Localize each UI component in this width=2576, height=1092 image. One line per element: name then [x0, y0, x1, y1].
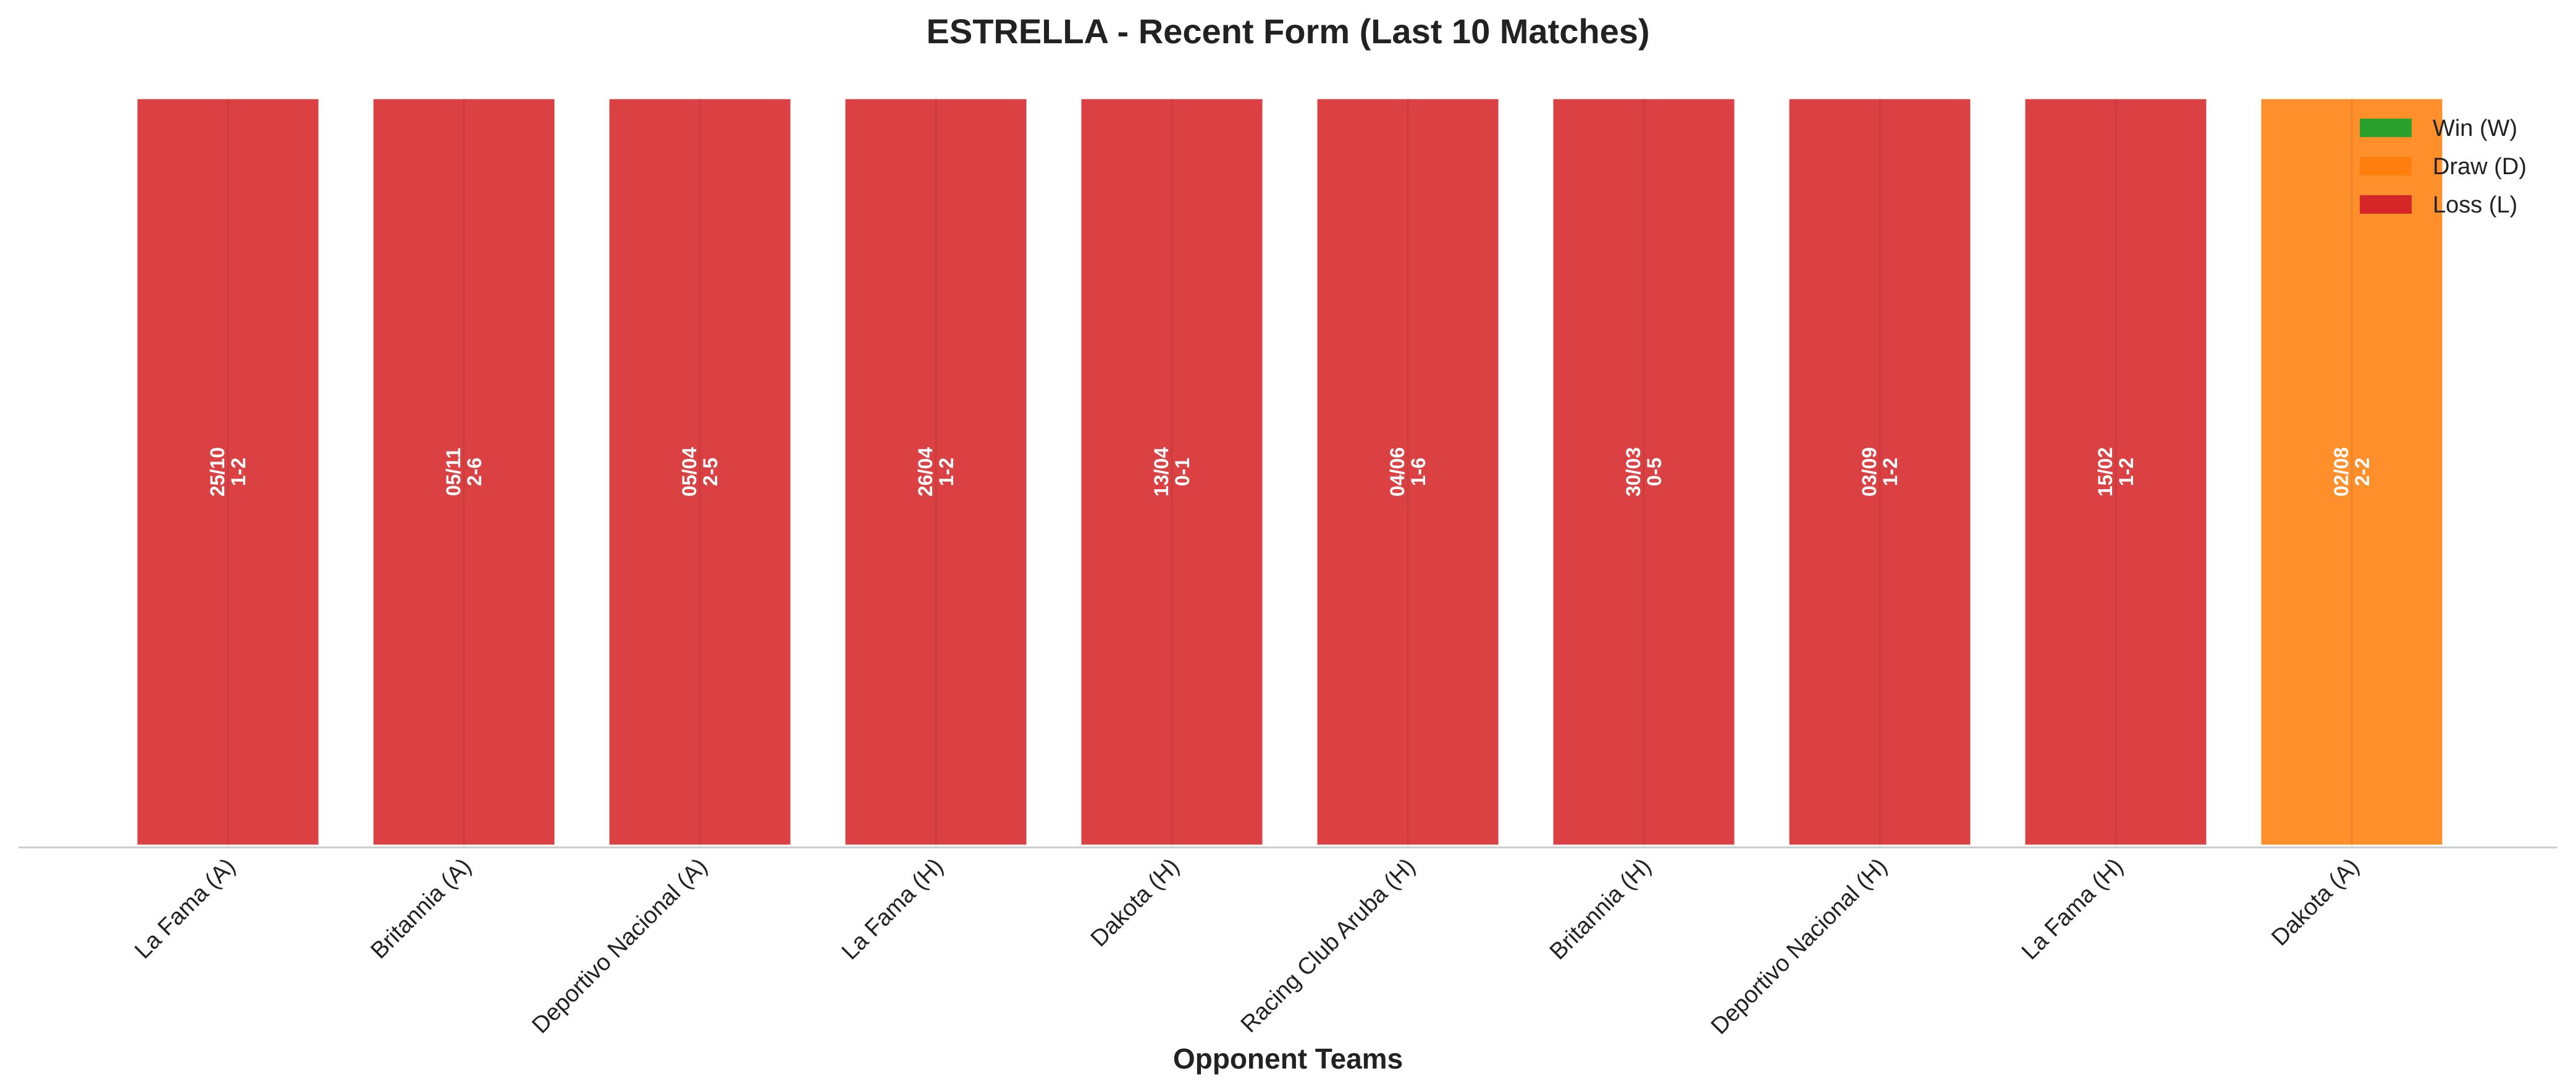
result-bar [134, 96, 322, 848]
result-bar [1078, 96, 1266, 848]
bar-data-label: 15/021-2 [2094, 447, 2137, 497]
match-score: 2-2 [2351, 458, 2373, 486]
match-score: 0-5 [1643, 458, 1665, 486]
x-tick-label: La Fama (H) [837, 854, 949, 965]
chart-title: ESTRELLA - Recent Form (Last 10 Matches) [926, 12, 1649, 51]
match-date: 04/06 [1386, 447, 1408, 497]
match-score: 1-6 [1407, 458, 1429, 486]
match-date: 02/08 [2330, 447, 2352, 497]
result-bar [1314, 96, 1502, 848]
legend-swatch [2360, 157, 2412, 175]
match-date: 25/10 [206, 447, 229, 497]
result-bar [1786, 96, 1974, 848]
match-score: 2-6 [463, 458, 486, 486]
bar-data-label: 03/091-2 [1858, 447, 1901, 497]
x-tick-label: Racing Club Aruba (H) [1236, 854, 1421, 1038]
bar-data-label: 05/042-5 [678, 447, 722, 497]
bar-data-label: 25/101-2 [206, 447, 250, 497]
match-date: 05/04 [678, 447, 701, 497]
x-tick-label: La Fama (H) [2017, 854, 2129, 965]
bars-layer: 25/101-2 05/112-6 05/042-5 26/041-2 13/040-1… [134, 96, 2446, 848]
match-score: 1-2 [2115, 458, 2137, 486]
legend-swatch [2360, 195, 2412, 214]
match-score: 1-2 [227, 458, 250, 486]
bar-data-label: 26/041-2 [914, 447, 958, 497]
x-tick-label: Britannia (H) [1545, 854, 1657, 965]
result-bar [370, 96, 558, 848]
match-score: 2-5 [699, 458, 722, 486]
match-date: 03/09 [1858, 447, 1880, 497]
legend-label: Loss (L) [2433, 192, 2517, 218]
x-axis-label: Opponent Teams [1173, 1043, 1403, 1075]
match-score: 1-2 [1879, 458, 1901, 486]
match-date: 30/03 [1622, 447, 1644, 497]
match-date: 05/11 [442, 448, 465, 496]
x-tick-label: La Fama (A) [130, 854, 240, 964]
match-score: 1-2 [935, 458, 958, 486]
legend-label: Win (W) [2433, 116, 2517, 141]
x-tick-label: Dakota (H) [1086, 854, 1185, 952]
x-tick-label: Dakota (A) [2267, 854, 2364, 951]
legend-label: Draw (D) [2433, 154, 2527, 180]
match-date: 13/04 [1150, 447, 1172, 497]
legend-swatch [2360, 119, 2412, 137]
match-date: 15/02 [2094, 447, 2116, 497]
result-bar [842, 96, 1030, 848]
x-tick-label: Britannia (A) [366, 854, 476, 964]
bar-data-label: 30/030-5 [1622, 447, 1665, 497]
bar-data-label: 13/040-1 [1150, 447, 1193, 497]
result-bar [1550, 96, 1738, 848]
x-tick-label: Deportivo Nacional (H) [1706, 854, 1892, 1040]
x-tick-labels: La Fama (A) Britannia (A) Deportivo Nacion… [130, 854, 2364, 1040]
result-bar [2022, 96, 2210, 848]
legend: Win (W) Draw (D) Loss (L) [2360, 116, 2527, 218]
match-date: 26/04 [914, 447, 937, 497]
bar-data-label: 05/112-6 [442, 448, 486, 496]
result-bar [2258, 96, 2446, 848]
bar-data-label: 04/061-6 [1386, 447, 1429, 497]
result-bar [606, 96, 794, 848]
x-tick-label: Deportivo Nacional (A) [527, 854, 712, 1039]
match-score: 0-1 [1171, 458, 1193, 486]
bar-data-label: 02/082-2 [2330, 447, 2373, 497]
